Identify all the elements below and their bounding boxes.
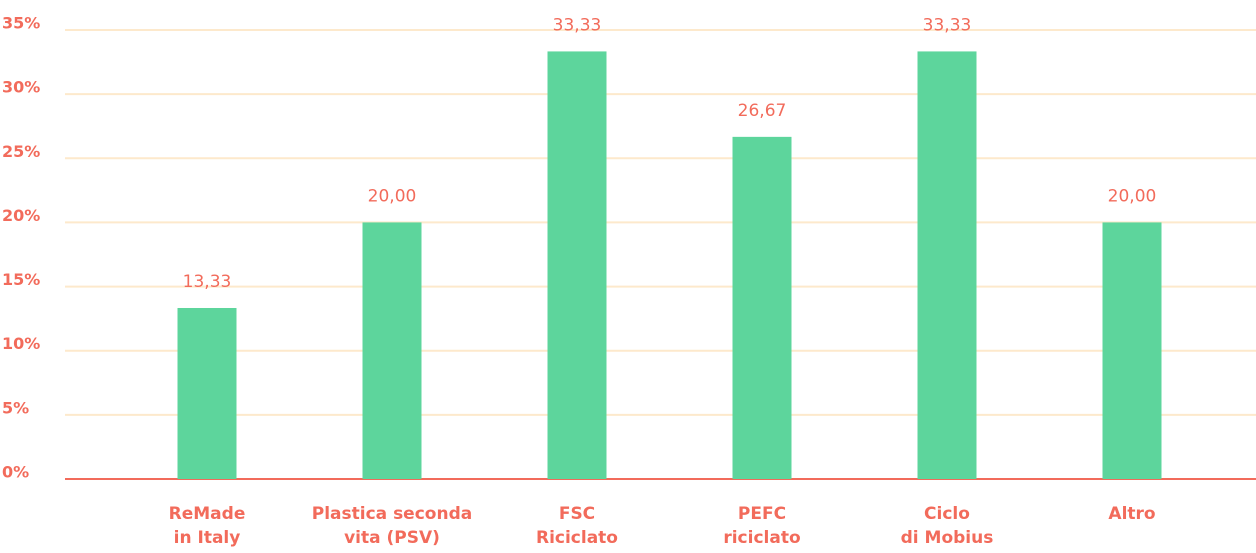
bar xyxy=(732,136,792,479)
x-tick-label: Altro xyxy=(1108,504,1156,524)
value-label: 20,00 xyxy=(1108,186,1157,206)
bar xyxy=(917,51,977,480)
value-label: 33,33 xyxy=(553,15,602,35)
y-tick-label: 10% xyxy=(2,334,40,353)
y-tick-label: 0% xyxy=(2,463,29,482)
x-tick-label: FSC Riciclato xyxy=(535,504,618,548)
x-tick-label: PEFC riciclato xyxy=(723,504,801,548)
value-label: 13,33 xyxy=(183,272,232,292)
x-tick-label: Ciclo di Mobius xyxy=(900,504,994,548)
y-tick-label: 15% xyxy=(2,270,40,289)
bar xyxy=(362,222,422,479)
value-label: 26,67 xyxy=(738,101,787,121)
value-label: 20,00 xyxy=(368,186,417,206)
x-tick-label: Plastica seconda vita (PSV) xyxy=(311,504,473,548)
bar xyxy=(1102,222,1162,479)
y-tick-label: 30% xyxy=(2,78,40,97)
bar xyxy=(177,307,237,479)
y-tick-label: 5% xyxy=(2,398,29,417)
y-tick-label: 25% xyxy=(2,142,40,161)
bar xyxy=(547,51,607,480)
y-tick-label: 35% xyxy=(2,14,40,33)
value-label: 33,33 xyxy=(923,15,972,35)
x-tick-label: ReMade in Italy xyxy=(168,504,246,548)
y-tick-label: 20% xyxy=(2,206,40,225)
